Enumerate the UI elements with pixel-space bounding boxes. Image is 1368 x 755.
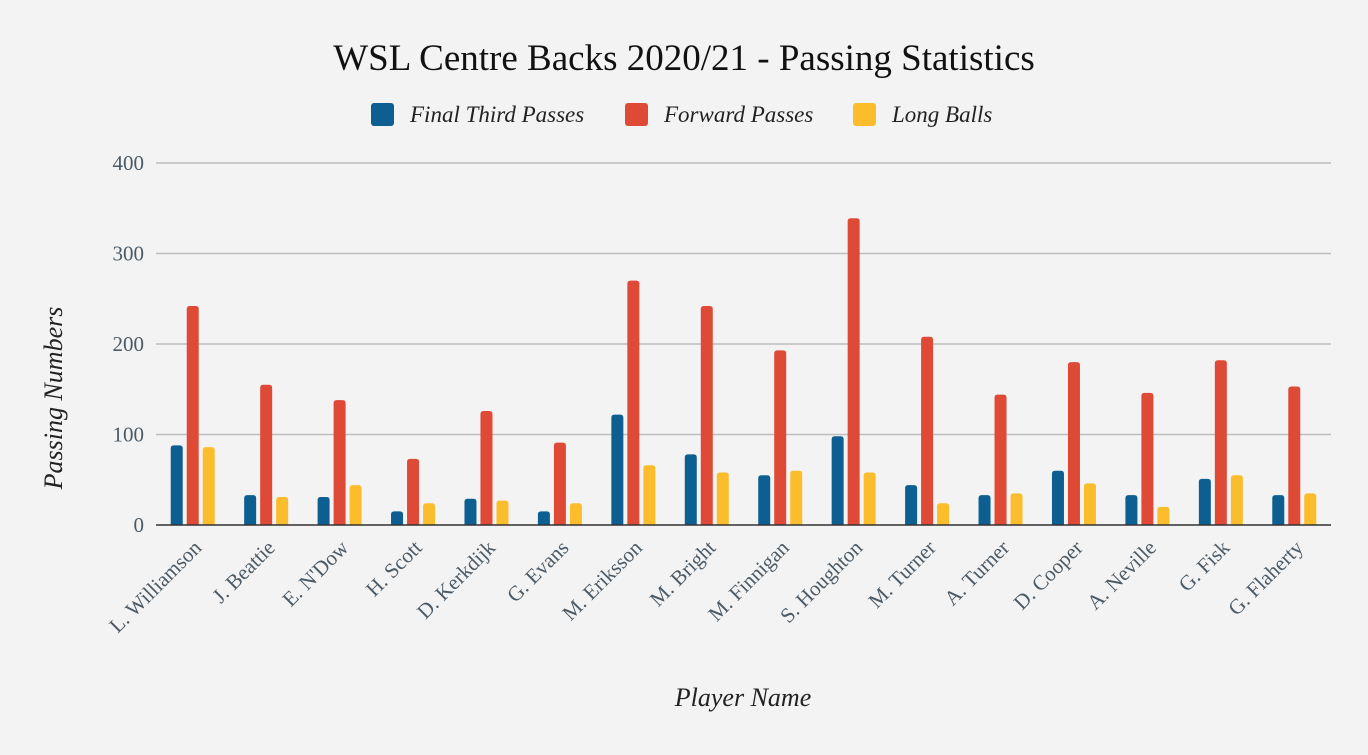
bar-forward-passes bbox=[1215, 360, 1227, 525]
bar-final-third-passes bbox=[464, 499, 476, 525]
y-tick-label: 400 bbox=[113, 151, 145, 175]
bar-forward-passes bbox=[995, 395, 1007, 525]
legend-label: Long Balls bbox=[891, 102, 992, 127]
y-tick-label: 0 bbox=[134, 513, 145, 537]
bar-long-balls bbox=[423, 503, 435, 525]
legend-item: Long Balls bbox=[853, 102, 992, 127]
legend-swatch bbox=[853, 103, 876, 126]
bar-forward-passes bbox=[701, 306, 713, 525]
x-tick-label: G. Fisk bbox=[1174, 535, 1235, 596]
gridlines bbox=[156, 163, 1331, 435]
bar-forward-passes bbox=[187, 306, 199, 525]
x-tick-label: A. Neville bbox=[1082, 536, 1161, 615]
bar-final-third-passes bbox=[832, 436, 844, 525]
bar-forward-passes bbox=[334, 400, 346, 525]
bar-forward-passes bbox=[1141, 393, 1153, 525]
bar-forward-passes bbox=[554, 443, 566, 525]
bar-long-balls bbox=[1304, 493, 1316, 525]
legend: Final Third Passes Forward Passes Long Bal… bbox=[371, 102, 992, 127]
bar-final-third-passes bbox=[391, 511, 403, 525]
y-tick-label: 200 bbox=[113, 332, 145, 356]
bar-final-third-passes bbox=[1125, 495, 1137, 525]
x-tick-label: G. Evans bbox=[502, 536, 573, 607]
legend-swatch bbox=[625, 103, 648, 126]
legend-swatch bbox=[371, 103, 394, 126]
legend-label: Forward Passes bbox=[663, 102, 813, 127]
bar-long-balls bbox=[496, 501, 508, 525]
x-tick-label: M. Turner bbox=[863, 536, 940, 613]
bar-final-third-passes bbox=[1199, 479, 1211, 525]
y-axis-ticks: 0 100 200 300 400 bbox=[113, 151, 145, 537]
bar-forward-passes bbox=[921, 337, 933, 525]
legend-item: Forward Passes bbox=[625, 102, 813, 127]
x-tick-label: A. Turner bbox=[939, 536, 1014, 611]
x-tick-label: M. Eriksson bbox=[557, 535, 647, 625]
bar-long-balls bbox=[276, 497, 288, 525]
x-tick-label: D. Kerkdijk bbox=[412, 535, 500, 623]
bar-long-balls bbox=[790, 471, 802, 525]
x-tick-label: G. Flaherty bbox=[1223, 535, 1308, 620]
bar-forward-passes bbox=[1288, 387, 1300, 525]
x-tick-label: E. N'Dow bbox=[277, 535, 353, 611]
bar-final-third-passes bbox=[758, 475, 770, 525]
bar-forward-passes bbox=[848, 218, 860, 525]
chart-container: WSL Centre Backs 2020/21 - Passing Stati… bbox=[0, 0, 1368, 750]
bar-long-balls bbox=[203, 447, 215, 525]
legend-item: Final Third Passes bbox=[371, 102, 584, 127]
bar-final-third-passes bbox=[244, 495, 256, 525]
bar-forward-passes bbox=[407, 459, 419, 525]
x-tick-label: D. Cooper bbox=[1009, 536, 1088, 615]
bar-forward-passes bbox=[260, 385, 272, 525]
y-axis-label: Passing Numbers bbox=[39, 307, 68, 491]
bar-forward-passes bbox=[774, 350, 786, 525]
bar-final-third-passes bbox=[318, 497, 330, 525]
chart-title: WSL Centre Backs 2020/21 - Passing Stati… bbox=[333, 38, 1035, 79]
bar-long-balls bbox=[643, 465, 655, 525]
bars bbox=[171, 218, 1317, 525]
x-axis-label: Player Name bbox=[674, 683, 811, 712]
bar-final-third-passes bbox=[905, 485, 917, 525]
bar-final-third-passes bbox=[685, 454, 697, 525]
y-tick-label: 100 bbox=[113, 423, 145, 447]
legend-label: Final Third Passes bbox=[409, 102, 584, 127]
bar-final-third-passes bbox=[979, 495, 991, 525]
bar-long-balls bbox=[1231, 475, 1243, 525]
bar-forward-passes bbox=[1068, 362, 1080, 525]
bar-forward-passes bbox=[627, 281, 639, 525]
bar-chart: WSL Centre Backs 2020/21 - Passing Stati… bbox=[0, 0, 1368, 750]
bar-forward-passes bbox=[480, 411, 492, 525]
bar-long-balls bbox=[864, 473, 876, 525]
bar-long-balls bbox=[350, 485, 362, 525]
bar-long-balls bbox=[1011, 493, 1023, 525]
bar-long-balls bbox=[1084, 483, 1096, 525]
x-tick-label: J. Beattie bbox=[207, 536, 279, 608]
x-tick-label: L. Williamson bbox=[104, 535, 206, 637]
bar-final-third-passes bbox=[1272, 495, 1284, 525]
bar-long-balls bbox=[570, 503, 582, 525]
bar-final-third-passes bbox=[1052, 471, 1064, 525]
bar-final-third-passes bbox=[171, 445, 183, 525]
bar-long-balls bbox=[717, 473, 729, 525]
x-tick-label: H. Scott bbox=[361, 535, 427, 601]
bar-final-third-passes bbox=[538, 511, 550, 525]
x-tick-label: M. Bright bbox=[645, 535, 721, 611]
y-tick-label: 300 bbox=[113, 242, 145, 266]
bar-final-third-passes bbox=[611, 415, 623, 525]
bar-long-balls bbox=[1157, 507, 1169, 525]
bar-long-balls bbox=[937, 503, 949, 525]
